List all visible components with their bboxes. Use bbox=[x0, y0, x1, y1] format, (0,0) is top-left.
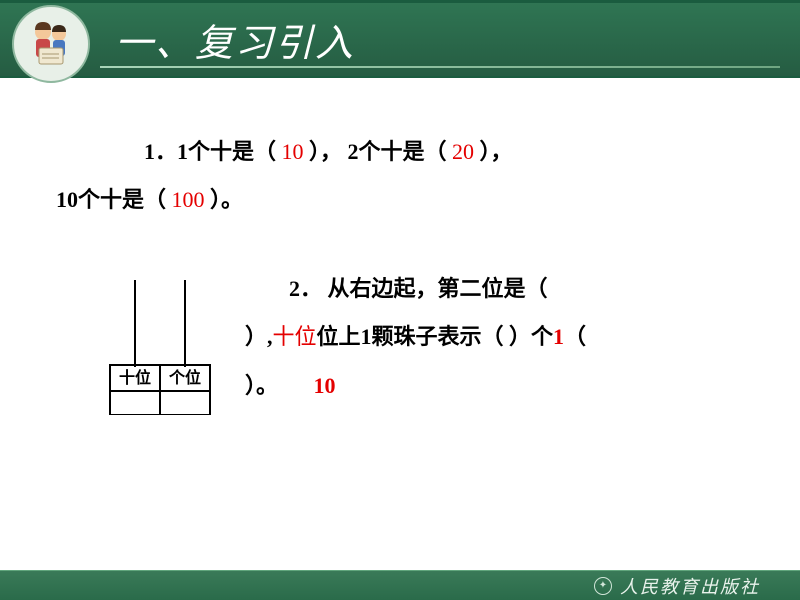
q2-answer-value: 10 bbox=[314, 373, 336, 398]
question-2-wrap: 十位 个位 2． 从右边起，第二位是（ ）,十位位上1颗珠子表示（ ）个1（ ）… bbox=[100, 265, 740, 432]
q2-answer-position: 十位 bbox=[273, 324, 317, 349]
content-area: 1．1个十是（ 10 ）， 2个十是（ 20 ）， 10个十是（ 100 ）。 … bbox=[0, 78, 800, 452]
q1-answer-3: 100 bbox=[172, 187, 205, 212]
title-bar: 一、复习引入 bbox=[0, 3, 800, 78]
page-title: 一、复习引入 bbox=[115, 12, 355, 67]
q2-line2-end: （ bbox=[564, 324, 586, 349]
q1-text-4: 10个十是（ bbox=[56, 187, 166, 212]
q1-text-1: 1．1个十是（ bbox=[144, 139, 276, 164]
q2-answer-count: 1 bbox=[553, 324, 564, 349]
q2-line3-pre: ）。 bbox=[245, 373, 278, 398]
svg-text:个位: 个位 bbox=[168, 368, 201, 387]
footer-bar: ✦ 人民教育出版社 bbox=[0, 570, 800, 600]
abacus-icon: 十位 个位 bbox=[100, 275, 220, 415]
publisher-name: 人民教育出版社 bbox=[620, 573, 760, 599]
publisher-logo-icon: ✦ bbox=[594, 577, 612, 595]
q1-text-5: ）。 bbox=[210, 187, 243, 212]
q2-line1: 2． 从右边起，第二位是（ bbox=[289, 276, 548, 301]
svg-text:十位: 十位 bbox=[119, 368, 151, 387]
q1-answer-1: 10 bbox=[282, 139, 304, 164]
q2-line2-pre: ）, bbox=[245, 324, 273, 349]
q1-text-2: ）， 2个十是（ bbox=[309, 139, 447, 164]
children-icon bbox=[21, 14, 81, 74]
title-underline bbox=[100, 66, 780, 68]
question-2-text: 2． 从右边起，第二位是（ ）,十位位上1颗珠子表示（ ）个1（ ）。 10 bbox=[245, 265, 740, 410]
logo-badge bbox=[12, 5, 90, 83]
q1-text-3: ）， bbox=[480, 139, 513, 164]
q2-line2-mid: 位上1颗珠子表示（ ）个 bbox=[317, 324, 554, 349]
question-1: 1．1个十是（ 10 ）， 2个十是（ 20 ）， 10个十是（ 100 ）。 bbox=[100, 128, 740, 225]
q1-answer-2: 20 bbox=[452, 139, 474, 164]
place-value-chart: 十位 个位 bbox=[100, 275, 220, 432]
